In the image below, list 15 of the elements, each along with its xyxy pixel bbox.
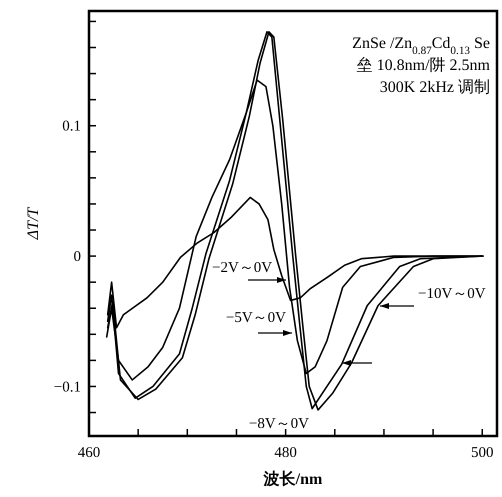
y-axis-title: ΔT/T	[25, 206, 42, 240]
x-axis-title: 波长/nm	[262, 470, 324, 488]
series-label: −10V～0V	[418, 286, 486, 302]
x-tick-label: 500	[471, 445, 494, 461]
x-tick-label: 480	[274, 445, 297, 461]
series-label: −8V～0V	[248, 416, 310, 432]
series-label: −5V～0V	[226, 310, 286, 326]
series-label: −2V～0V	[212, 260, 272, 276]
x-tick-label: 460	[78, 445, 100, 461]
y-tick-label: −0.1	[54, 379, 81, 396]
annotation: ZnSe /Zn$_{0.87}$Cd$_{0.13}$ Se	[352, 35, 490, 57]
y-tick-label: 0.1	[62, 118, 81, 135]
y-tick-label: 0	[74, 249, 81, 266]
annotation: 300K 2kHz 调制	[380, 78, 490, 96]
annotation: 垒 10.8nm/阱 2.5nm	[356, 56, 491, 74]
